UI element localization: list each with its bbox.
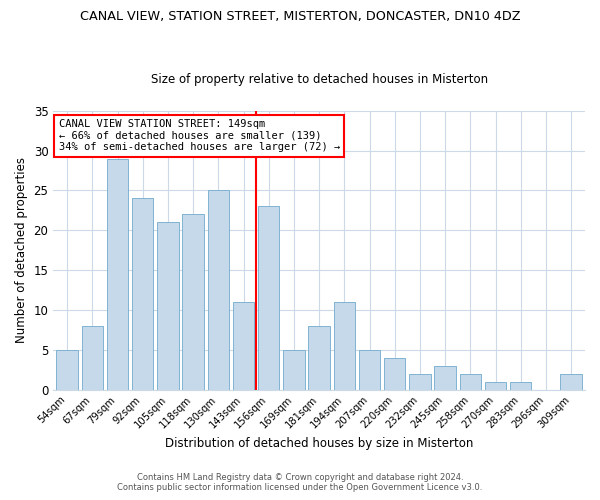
Bar — [56, 350, 78, 390]
Text: Contains HM Land Registry data © Crown copyright and database right 2024.
Contai: Contains HM Land Registry data © Crown c… — [118, 473, 482, 492]
Bar — [359, 350, 380, 390]
Bar — [82, 326, 103, 390]
Bar — [182, 214, 204, 390]
Bar — [409, 374, 431, 390]
Bar — [258, 206, 280, 390]
Bar — [560, 374, 582, 390]
Title: Size of property relative to detached houses in Misterton: Size of property relative to detached ho… — [151, 73, 488, 86]
Bar — [157, 222, 179, 390]
Bar — [132, 198, 154, 390]
Bar — [283, 350, 305, 390]
Bar — [107, 158, 128, 390]
Bar — [460, 374, 481, 390]
Bar — [233, 302, 254, 390]
Bar — [510, 382, 532, 390]
Bar — [334, 302, 355, 390]
Text: CANAL VIEW STATION STREET: 149sqm
← 66% of detached houses are smaller (139)
34%: CANAL VIEW STATION STREET: 149sqm ← 66% … — [59, 119, 340, 152]
Bar — [485, 382, 506, 390]
Bar — [208, 190, 229, 390]
Bar — [384, 358, 406, 390]
Y-axis label: Number of detached properties: Number of detached properties — [15, 157, 28, 343]
Bar — [434, 366, 456, 390]
X-axis label: Distribution of detached houses by size in Misterton: Distribution of detached houses by size … — [165, 437, 473, 450]
Text: CANAL VIEW, STATION STREET, MISTERTON, DONCASTER, DN10 4DZ: CANAL VIEW, STATION STREET, MISTERTON, D… — [80, 10, 520, 23]
Bar — [308, 326, 330, 390]
